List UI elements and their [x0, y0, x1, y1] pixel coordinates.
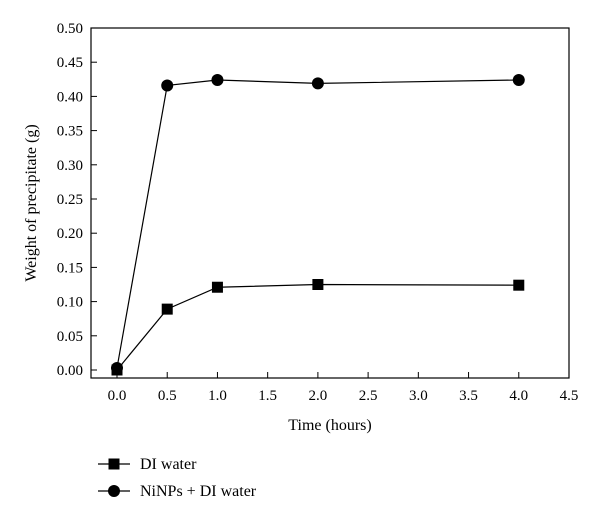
data-point-circle: [111, 361, 123, 374]
x-axis-title: Time (hours): [288, 417, 371, 434]
y-tick-label: 0.30: [57, 158, 83, 174]
data-point-circle: [512, 73, 525, 86]
x-tick-label: 4.0: [509, 388, 528, 404]
x-tick-label: 1.0: [208, 388, 227, 404]
legend-label: NiNPs + DI water: [140, 483, 257, 500]
data-point-square: [513, 279, 525, 291]
x-tick-label: 2.5: [359, 388, 378, 404]
plot-frame: [90, 27, 570, 379]
y-tick-label: 0.00: [57, 363, 83, 379]
y-tick-label: 0.45: [57, 55, 83, 71]
x-tick-label: 0.5: [158, 388, 177, 404]
data-point-square: [211, 281, 223, 293]
x-tick-label: 0.0: [108, 388, 127, 404]
x-axis: 0.0 0.5 1.0 1.5 2.0 2.5 3.0 3.5 4.0 4.5: [108, 372, 579, 404]
x-tick-label: 1.5: [258, 388, 277, 404]
y-tick-label: 0.25: [57, 192, 83, 208]
y-tick-label: 0.40: [57, 89, 83, 105]
y-tick-label: 0.50: [57, 21, 83, 37]
x-tick-label: 4.5: [560, 388, 579, 404]
data-point-circle: [161, 79, 174, 92]
data-point-square: [312, 279, 324, 290]
y-axis-title: Weight of precipitate (g): [23, 124, 40, 281]
y-tick-label: 0.10: [57, 295, 83, 311]
data-point-circle: [311, 77, 324, 90]
y-tick-label: 0.05: [57, 329, 83, 345]
series-layer: [111, 73, 525, 376]
y-tick-label: 0.35: [57, 124, 83, 140]
legend: DI water NiNPs + DI water: [98, 456, 257, 500]
x-tick-label: 3.0: [409, 388, 428, 404]
legend-label: DI water: [140, 456, 197, 473]
legend-marker-circle: [108, 485, 120, 497]
data-point-circle: [211, 73, 224, 86]
data-point-square: [161, 303, 173, 315]
y-axis: 0.00 0.05 0.10 0.15 0.20 0.25 0.30 0.35 0.40 0.45…: [57, 21, 97, 379]
y-tick-label: 0.15: [57, 260, 83, 276]
x-tick-label: 2.0: [309, 388, 328, 404]
series-line-1: [116, 79, 519, 369]
y-tick-label: 0.20: [57, 226, 83, 242]
series-line-0: [116, 283, 519, 371]
legend-marker-square: [108, 458, 120, 470]
x-tick-label: 3.5: [459, 388, 478, 404]
